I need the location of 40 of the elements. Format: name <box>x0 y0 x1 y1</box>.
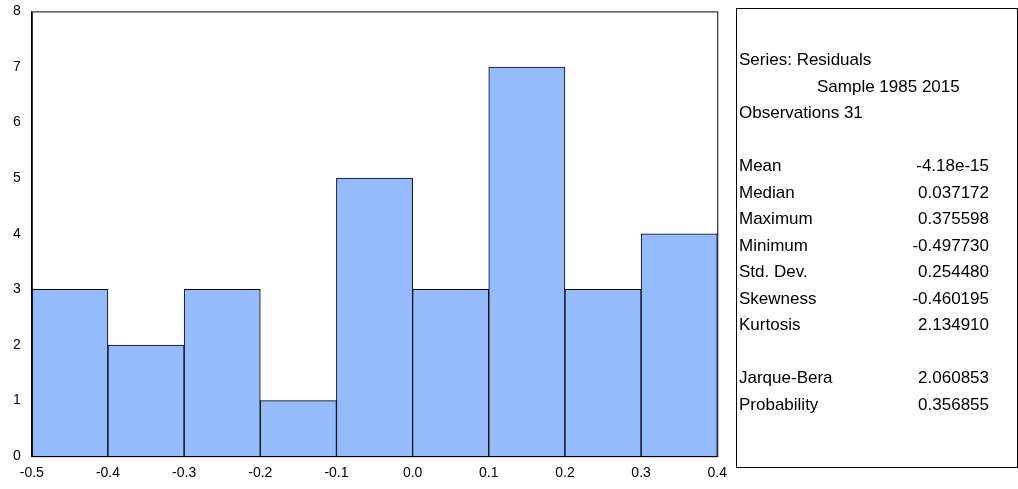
y-tick-label: 5 <box>12 169 21 186</box>
x-tick-label: -0.4 <box>95 464 121 481</box>
text: Probability <box>739 393 820 416</box>
text: Median <box>739 181 796 204</box>
text: 0.375598 <box>917 208 989 230</box>
x-tick-label: 0.0 <box>402 464 423 481</box>
text: Jarque-Bera <box>739 367 834 389</box>
y-tick-label: 0 <box>12 447 21 464</box>
text: 0.254480 <box>917 261 989 283</box>
text: Std. Dev. <box>739 261 809 283</box>
y-tick-label: 7 <box>12 57 21 74</box>
text: Series: Residuals <box>739 49 873 71</box>
y-tick-label: 8 <box>12 2 21 19</box>
y-tick-label: 2 <box>12 335 21 352</box>
text: 2.134910 <box>917 314 989 336</box>
text: 2.060853 <box>917 367 989 389</box>
text: Observations 31 <box>739 102 864 124</box>
x-tick-label: 0.4 <box>707 464 728 481</box>
text: Sample 1985 2015 <box>816 75 961 98</box>
text: -0.497730 <box>911 234 989 257</box>
text: Skewness <box>739 287 818 310</box>
x-tick-label: 0.3 <box>631 464 652 481</box>
text: 0.037172 <box>917 181 989 204</box>
text: Mean <box>739 155 783 177</box>
y-tick-label: 4 <box>12 224 21 241</box>
text: Kurtosis <box>739 314 802 336</box>
x-tick-label: -0.3 <box>172 464 197 481</box>
y-tick-label: 3 <box>12 280 21 297</box>
y-tick-label: 6 <box>12 113 21 130</box>
text: -0.460195 <box>911 287 989 310</box>
x-tick-label: -0.1 <box>324 464 349 481</box>
x-tick-label: -0.5 <box>19 464 45 481</box>
text: -4.18e-15 <box>915 155 989 177</box>
text: Minimum <box>739 234 809 257</box>
text: Maximum <box>739 208 814 230</box>
x-tick-label: 0.1 <box>479 464 499 481</box>
x-tick-label: -0.2 <box>248 464 273 481</box>
text: 0.356855 <box>917 393 989 416</box>
x-tick-label: 0.2 <box>555 464 575 481</box>
y-tick-label: 1 <box>12 391 21 408</box>
